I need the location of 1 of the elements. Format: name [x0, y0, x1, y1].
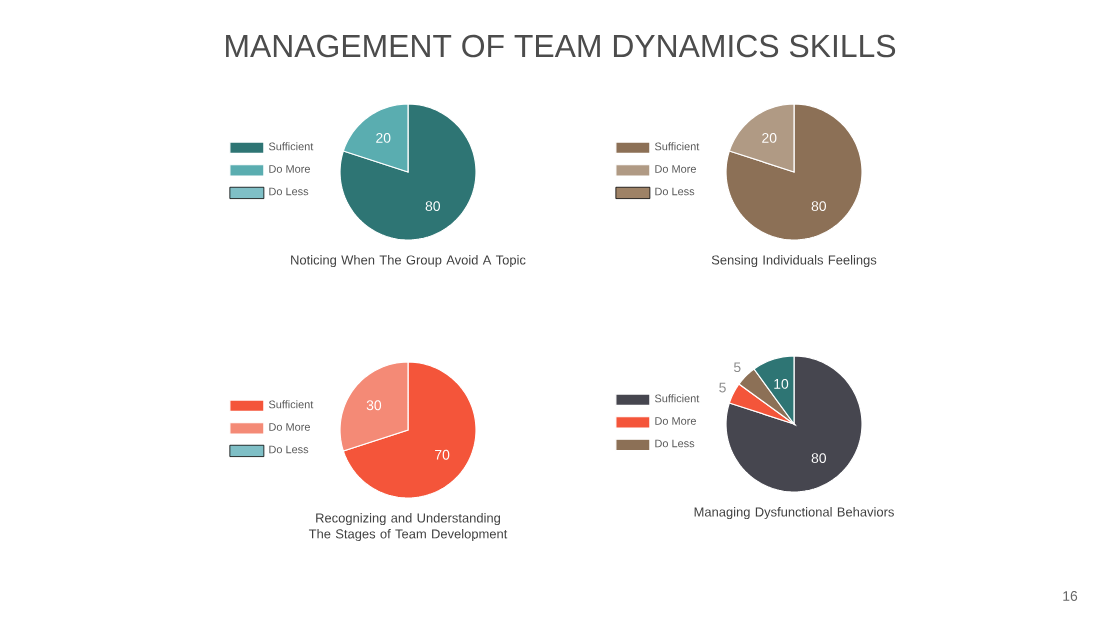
text: MANAGEMENT OF TEAM DYNAMICS SKILLS	[226, 34, 896, 58]
